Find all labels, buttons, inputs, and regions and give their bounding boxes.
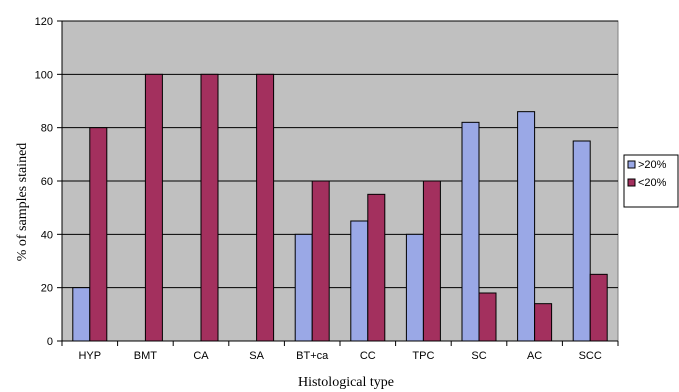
legend-swatch [627, 160, 636, 169]
y-tick-label: 60 [41, 176, 53, 188]
bar-sc-series-2 [478, 292, 497, 342]
x-tick-label: SA [249, 350, 264, 362]
bar-bmt-series-2 [144, 73, 163, 342]
x-tick-label: BMT [134, 350, 158, 362]
legend-swatch [627, 178, 636, 187]
y-axis: 0 20 40 60 80 100 120 [35, 16, 63, 348]
bar-hyp-series-2 [89, 127, 108, 342]
x-tick-label: SC [471, 350, 486, 362]
x-tick-label: CA [193, 350, 209, 362]
bar-tpc-series-1 [405, 233, 424, 342]
bar-cc-series-1 [350, 220, 369, 342]
bar-ac-series-2 [534, 303, 553, 342]
bar-scc-series-1 [572, 140, 591, 342]
bar-sa-series-2 [256, 73, 275, 342]
bar-ac-series-1 [517, 111, 536, 342]
x-tick-label: BT+ca [296, 350, 329, 362]
x-tick-label: TPC [412, 350, 434, 362]
bars [72, 73, 608, 342]
x-tick-label: SCC [579, 350, 602, 362]
y-axis-title: % of samples stained [15, 143, 30, 262]
legend-label: >20% [638, 159, 667, 171]
x-axis-title: Histological type [298, 375, 394, 390]
y-tick-label: 120 [35, 16, 53, 28]
y-tick-label: 80 [41, 123, 53, 135]
y-tick-label: 0 [47, 336, 53, 348]
bar-tpc-series-2 [422, 180, 441, 342]
bar-hyp-series-1 [72, 287, 91, 342]
x-tick-label: CC [360, 350, 376, 362]
legend-label: <20% [638, 177, 667, 189]
x-axis: HYP BMT CA SA BT+ca CC TPC SC AC SCC [61, 340, 619, 362]
legend: >20% <20% [623, 154, 679, 208]
y-tick-label: 20 [41, 283, 53, 295]
y-tick-label: 40 [41, 229, 53, 241]
bar-cc-series-2 [367, 193, 386, 342]
bar-sc-series-1 [461, 121, 480, 342]
x-tick-label: HYP [78, 350, 101, 362]
y-tick-label: 100 [35, 69, 53, 81]
bar-scc-series-2 [589, 273, 608, 342]
bar-bt-ca-series-2 [311, 180, 330, 342]
x-tick-label: AC [527, 350, 542, 362]
bar-bt-ca-series-1 [294, 233, 313, 342]
bar-ca-series-2 [200, 73, 219, 342]
